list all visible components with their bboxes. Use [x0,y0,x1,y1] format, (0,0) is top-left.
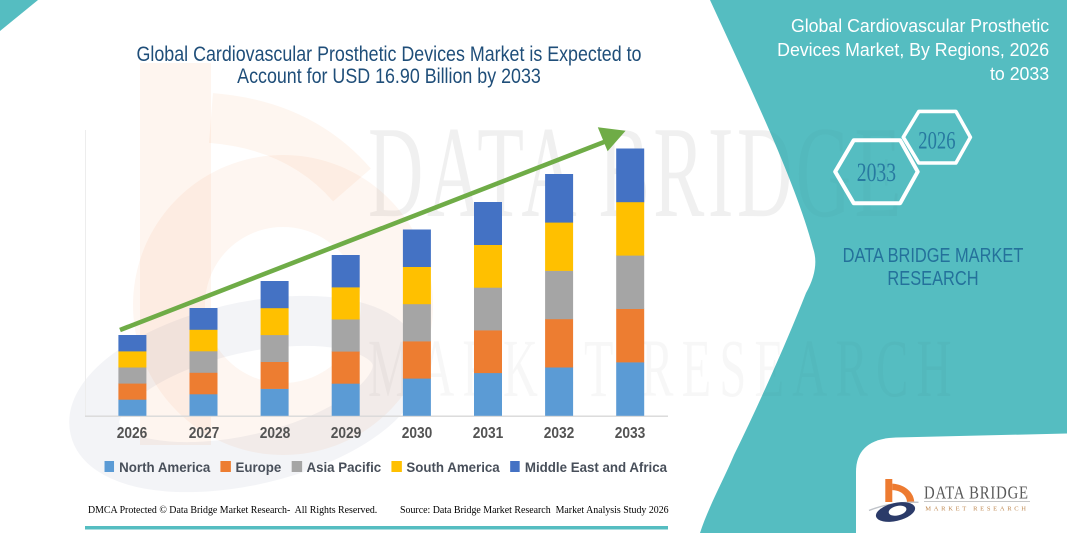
svg-text:DATA BRIDGE: DATA BRIDGE [924,482,1029,503]
svg-text:MARKET RESEARCH: MARKET RESEARCH [925,506,1028,513]
svg-text:2026: 2026 [918,126,955,154]
svg-text:2033: 2033 [857,157,896,186]
